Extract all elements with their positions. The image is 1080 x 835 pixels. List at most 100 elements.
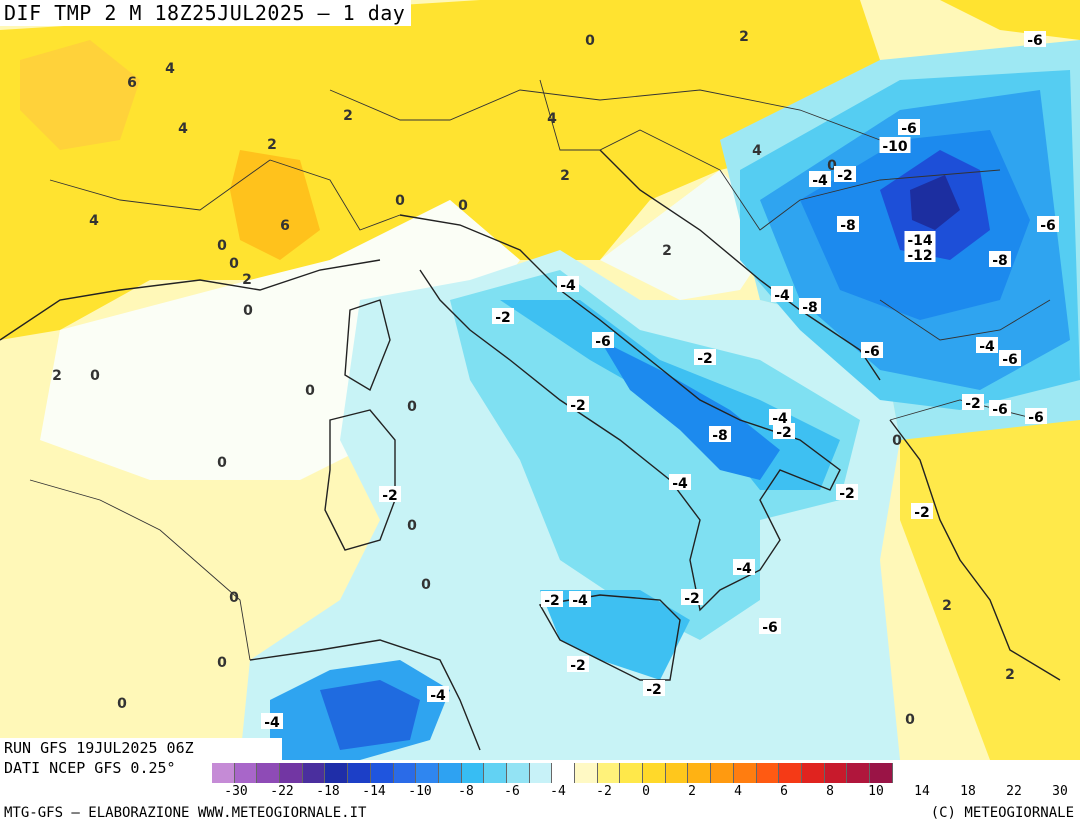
- contour-label: 2: [662, 243, 672, 259]
- contour-label: -4: [812, 173, 828, 189]
- contour-label-bg: [771, 286, 793, 302]
- contour-label: -4: [430, 688, 446, 704]
- contour-label: 0: [229, 590, 239, 606]
- contour-label-bg: [759, 618, 781, 634]
- footer-copyright: (C) METEOGIORNALE: [930, 805, 1074, 821]
- scale-tick-label: 18: [960, 784, 976, 799]
- contour-label: -6: [595, 334, 611, 350]
- contour-label: -8: [802, 300, 818, 316]
- contour-label: -6: [1028, 410, 1044, 426]
- contour-label: 0: [90, 368, 100, 384]
- sicily-coast: [538, 594, 681, 681]
- contour-label: 0: [827, 158, 837, 174]
- contour-label-bg: [976, 337, 998, 353]
- contour-label-bg: [773, 423, 795, 439]
- warm-zone-northeast: [940, 0, 1080, 40]
- contour-label: -2: [570, 398, 586, 414]
- color-scale-ticks: -30 -22 -18 -14 -10 -8 -6 -4 -2 0 2 4 6 8 10 14 18 22 30: [212, 784, 1076, 800]
- scale-swatch: [869, 763, 893, 783]
- scale-swatch: [824, 763, 848, 783]
- warm-zone-orange-2: [20, 40, 140, 150]
- scale-swatch: [643, 763, 666, 783]
- scale-swatch: [711, 763, 734, 783]
- contour-label-bg: [643, 680, 665, 696]
- contour-label: -8: [992, 253, 1008, 269]
- contour-label: -4: [560, 278, 576, 294]
- scale-swatch: [506, 763, 530, 783]
- run-info-line2: DATI NCEP GFS 0.25°: [4, 759, 176, 777]
- scale-tick-label: -10: [408, 784, 432, 799]
- sardinia-coast: [324, 409, 396, 551]
- contour-label: -4: [774, 288, 790, 304]
- contour-label: -2: [697, 351, 713, 367]
- contour-label: -6: [1027, 33, 1043, 49]
- scale-swatch: [552, 763, 575, 783]
- contour-label-bg: [799, 298, 821, 314]
- contour-label-bg: [898, 119, 920, 135]
- contour-label: -6: [1002, 352, 1018, 368]
- scale-swatch: [325, 763, 349, 783]
- scale-swatch: [620, 763, 644, 783]
- scale-swatch: [801, 763, 825, 783]
- contour-label-bg: [861, 342, 883, 358]
- scale-swatch: [597, 763, 621, 783]
- contour-label: -4: [264, 715, 280, 731]
- contour-label: 2: [942, 598, 952, 614]
- contour-label: 0: [892, 433, 902, 449]
- contour-label-bg: [879, 137, 911, 153]
- north-africa-coast: [249, 639, 481, 751]
- contour-label: 4: [89, 213, 99, 229]
- spain-france-coast: [0, 259, 381, 341]
- contour-label: 0: [905, 712, 915, 728]
- contour-label: -4: [979, 339, 995, 355]
- contour-label-bg: [681, 589, 703, 605]
- contour-label: 2: [242, 272, 252, 288]
- contour-label: 0: [217, 655, 227, 671]
- contour-label-bg: [834, 166, 856, 182]
- scale-tick-label: -8: [458, 784, 474, 799]
- contour-label-bg: [1024, 31, 1046, 47]
- contour-label-bg: [557, 276, 579, 292]
- scale-swatch: [416, 763, 439, 783]
- contour-label: -2: [495, 310, 511, 326]
- scale-tick-label: -4: [550, 784, 566, 799]
- scale-swatch: [348, 763, 371, 783]
- contour-label-bg: [379, 486, 401, 502]
- contour-label-bg: [1037, 216, 1059, 232]
- contour-label: 4: [165, 61, 175, 77]
- contour-label: 2: [267, 137, 277, 153]
- cool-zone-cyan: [450, 270, 860, 640]
- contour-label: -2: [776, 425, 792, 441]
- contour-label: -2: [646, 682, 662, 698]
- cold-zone-blue-tunisia: [320, 680, 420, 750]
- contour-label: 0: [243, 303, 253, 319]
- warm-zone-north: [0, 0, 880, 340]
- contour-label: -2: [965, 396, 981, 412]
- scale-swatch: [575, 763, 598, 783]
- greece-coast: [889, 419, 1061, 681]
- contour-label-bg: [904, 231, 936, 247]
- scale-tick-label: -6: [504, 784, 520, 799]
- contour-label-bg: [769, 409, 791, 425]
- scale-swatch: [393, 763, 417, 783]
- contour-label: -6: [992, 402, 1008, 418]
- contour-label: -8: [840, 218, 856, 234]
- contour-label-bg: [809, 171, 831, 187]
- contour-label: -2: [914, 505, 930, 521]
- contour-label: 4: [178, 121, 188, 137]
- borders: [29, 79, 1051, 661]
- contour-label: 0: [407, 518, 417, 534]
- scale-tick-label: -22: [270, 784, 294, 799]
- scale-swatch: [280, 763, 303, 783]
- contour-label: -2: [684, 591, 700, 607]
- contour-label-bg: [694, 349, 716, 365]
- contour-label-bg: [1025, 408, 1047, 424]
- scale-swatch: [234, 763, 258, 783]
- contour-label: -6: [1040, 218, 1056, 234]
- adriatic-east-coast: [599, 149, 881, 381]
- contour-label: -4: [736, 561, 752, 577]
- contour-label: 0: [229, 256, 239, 272]
- scale-tick-label: 4: [734, 784, 742, 799]
- scale-tick-label: 8: [826, 784, 834, 799]
- contour-label-bg: [733, 559, 755, 575]
